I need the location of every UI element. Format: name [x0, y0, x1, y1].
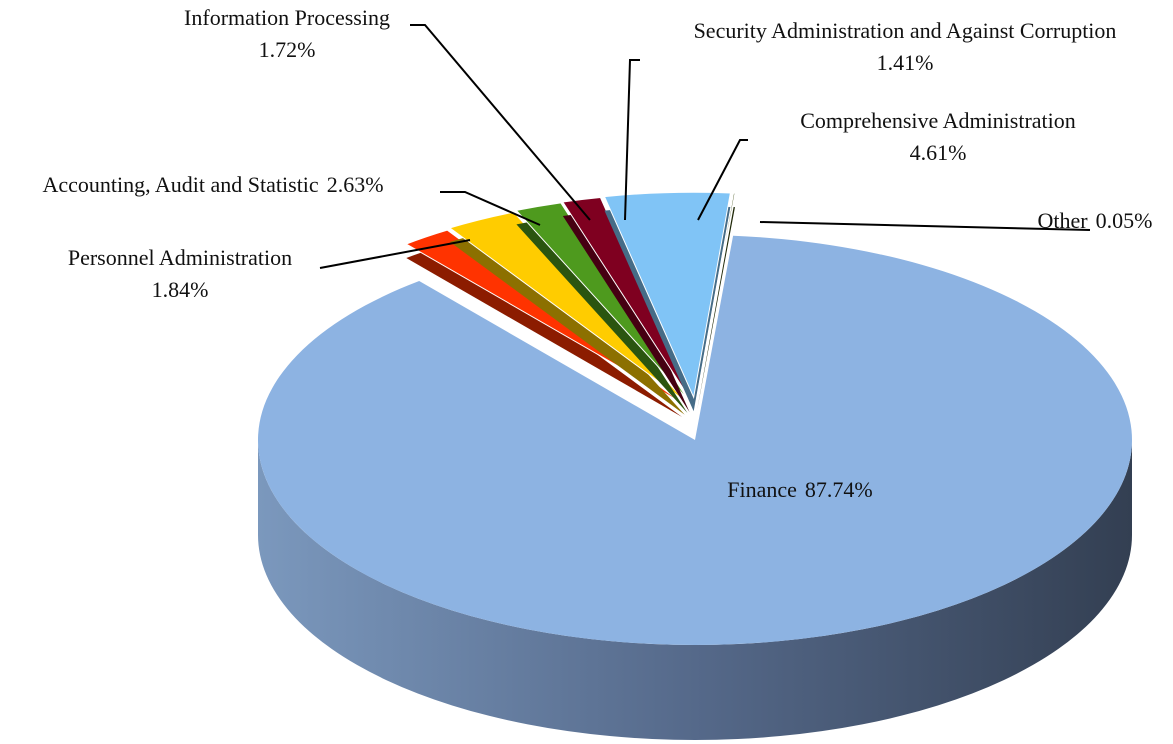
slice-value-label: 1.84%	[152, 277, 209, 302]
leader-line	[440, 191, 541, 226]
slice	[696, 192, 736, 398]
slice-value-label: 1.72%	[259, 37, 316, 62]
slice	[603, 191, 731, 399]
slice-label: Personnel Administration	[68, 245, 292, 270]
slice-side	[562, 211, 690, 413]
slice	[448, 211, 686, 402]
pie-sides	[258, 440, 1132, 740]
labels: Finance 87.74% Personnel Administration 1.8…	[42, 5, 1152, 502]
leader-line	[319, 239, 471, 269]
slice-label: Comprehensive Administration	[800, 108, 1076, 133]
pie	[257, 191, 1132, 645]
leader-line	[759, 221, 1091, 231]
slice-value-label: 4.61%	[910, 140, 967, 165]
slice-value-label: 0.05%	[1096, 208, 1153, 233]
slice-side	[449, 226, 685, 415]
slice-label: Information Processing	[184, 5, 390, 30]
slice-value-label: 2.63%	[327, 172, 384, 197]
slice-side	[406, 244, 683, 418]
slice-name: Finance	[727, 477, 797, 502]
pie-side	[258, 440, 1132, 740]
slice-side	[516, 216, 688, 414]
leader-line	[697, 139, 748, 221]
slice-side	[696, 207, 735, 412]
slice-value-label: 87.74%	[805, 477, 873, 502]
leader-line	[410, 24, 591, 221]
slice	[562, 196, 691, 399]
slice	[515, 202, 688, 400]
slice	[257, 235, 1132, 645]
leader-line	[624, 59, 640, 221]
slice-name: Accounting, Audit and Statistic	[42, 172, 318, 197]
slice-label: Accounting, Audit and Statistic 2.63%	[42, 172, 383, 197]
slice-label: Finance 87.74%	[727, 477, 872, 502]
slice-value-label: 1.41%	[877, 50, 934, 75]
slice-label: Security Administration and Against Corr…	[694, 18, 1117, 43]
